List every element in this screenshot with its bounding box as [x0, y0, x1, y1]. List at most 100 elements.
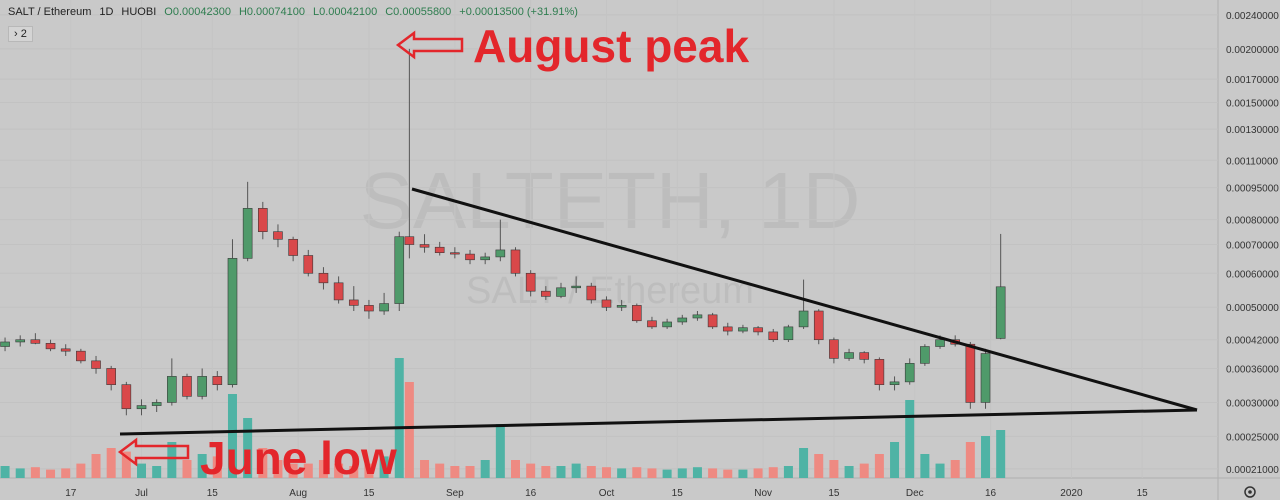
y-tick-label: 0.00021000 — [1226, 465, 1279, 476]
volume-bar — [121, 451, 131, 478]
arrow — [117, 437, 190, 467]
trend-line — [119, 408, 1198, 436]
y-tick-label: 0.00170000 — [1226, 75, 1279, 86]
candle-body — [167, 376, 177, 403]
volume-bar — [692, 467, 702, 478]
volume-bar — [137, 463, 147, 478]
x-tick-label: Sep — [446, 488, 464, 499]
candle-body — [273, 231, 283, 240]
volume-bar — [677, 468, 687, 478]
volume-bar — [0, 466, 10, 478]
candle-body — [288, 238, 298, 256]
volume-bar — [30, 467, 40, 478]
candle-body — [631, 305, 642, 322]
volume-bar — [480, 460, 490, 478]
candle-body — [60, 348, 71, 352]
y-tick-label: 0.00050000 — [1226, 303, 1279, 314]
y-tick-label: 0.00200000 — [1226, 45, 1279, 56]
candle-body — [965, 343, 976, 403]
candle-body — [76, 350, 86, 362]
x-tick-label: 15 — [207, 488, 219, 499]
candle-body — [813, 310, 824, 341]
x-tick-label: 16 — [525, 488, 537, 499]
y-tick-label: 0.00060000 — [1226, 269, 1279, 280]
candle-body — [525, 272, 536, 292]
volume-bar — [844, 466, 854, 478]
volume-bar — [318, 460, 328, 478]
candle-body — [348, 299, 359, 306]
volume-bar — [601, 467, 611, 478]
candle-body — [647, 320, 657, 328]
candle-body — [677, 317, 688, 323]
candle-body — [242, 208, 253, 259]
candle-body — [303, 255, 314, 274]
candle-body — [556, 287, 566, 297]
x-tick-label: 15 — [1137, 488, 1149, 499]
candle-body — [738, 327, 748, 332]
volume-bar — [303, 463, 313, 478]
legend: SALT / Ethereum 1D HUOBI O0.00042300 H0.… — [8, 6, 578, 18]
symbol: SALT / Ethereum — [8, 6, 92, 18]
volume-bar — [450, 466, 460, 478]
candle-body — [91, 360, 101, 369]
volume-bar — [859, 463, 869, 478]
candle-body — [980, 353, 991, 403]
volume-bar — [965, 442, 975, 478]
volume-bar — [15, 468, 25, 478]
volume-bar — [814, 454, 824, 478]
y-tick-label: 0.00110000 — [1226, 156, 1279, 167]
candle-body — [404, 236, 415, 245]
volume-bar — [273, 460, 283, 478]
y-tick-label: 0.00150000 — [1226, 99, 1279, 110]
arrow — [395, 30, 464, 60]
candle-body — [510, 249, 521, 274]
volume-bar — [258, 448, 268, 478]
indicator-toggle[interactable]: › 2 — [8, 26, 33, 42]
volume-bar — [379, 456, 389, 478]
x-tick-label: 2020 — [1060, 488, 1083, 499]
volume-bar — [829, 460, 839, 478]
candle-body — [707, 314, 718, 328]
candle-body — [182, 376, 192, 397]
volume-bar — [753, 468, 763, 478]
candle-body — [465, 253, 475, 261]
volume-bar — [768, 467, 778, 478]
candle-body — [768, 331, 779, 341]
y-tick-label: 0.00030000 — [1226, 398, 1279, 409]
candle-body — [333, 282, 344, 301]
candle-body — [151, 402, 162, 406]
volume-bar — [996, 430, 1006, 478]
x-tick-label: Jul — [135, 488, 148, 499]
volume-bar — [243, 418, 253, 478]
candle-body — [904, 363, 915, 383]
candle-body — [0, 341, 10, 347]
volume-bar — [106, 448, 116, 478]
candle-body — [662, 321, 672, 328]
candle-body — [935, 339, 945, 347]
volume-bar — [708, 468, 718, 478]
volume-bar — [182, 460, 192, 478]
ohlc-change: +0.00013500 (+31.91%) — [459, 6, 578, 18]
settings-icon[interactable] — [1244, 486, 1256, 498]
candle-body — [753, 327, 763, 333]
candle-body — [995, 286, 1006, 339]
y-tick-label: 0.00036000 — [1226, 364, 1279, 375]
y-tick-label: 0.00025000 — [1226, 432, 1279, 443]
volume-bar — [723, 469, 733, 478]
volume-bar — [349, 466, 359, 478]
x-tick-label: 15 — [828, 488, 840, 499]
volume-bar — [662, 469, 672, 478]
candle-body — [106, 368, 116, 385]
exchange: HUOBI — [121, 6, 157, 18]
x-tick-label: 15 — [363, 488, 375, 499]
candle-body — [45, 343, 56, 350]
ohlc-low: L0.00042100 — [313, 6, 378, 18]
ohlc-open: O0.00042300 — [164, 6, 231, 18]
volume-bar — [197, 454, 207, 478]
trend-line — [411, 187, 1198, 412]
ohlc-close: C0.00055800 — [385, 6, 452, 18]
ohlc-high: H0.00074100 — [238, 6, 305, 18]
y-tick-label: 0.00240000 — [1226, 11, 1279, 22]
